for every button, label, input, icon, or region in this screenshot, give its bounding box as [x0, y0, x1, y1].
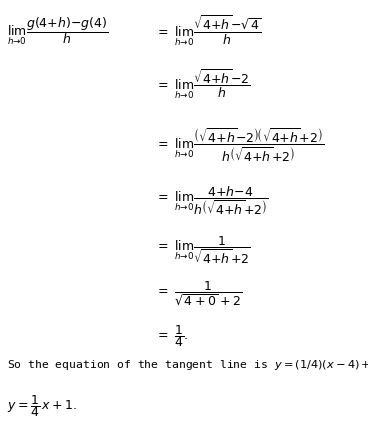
Text: $y=\dfrac{1}{4}\,x+1.$: $y=\dfrac{1}{4}\,x+1.$: [7, 393, 77, 419]
Text: $\lim_{h\to 0}\dfrac{g(4+h)-g(4)}{h}$: $\lim_{h\to 0}\dfrac{g(4+h)-g(4)}{h}$: [7, 15, 109, 47]
Text: $=\ \lim_{h\to 0}\dfrac{4+h-4}{h\left(\sqrt{4+h}+2\right)}$: $=\ \lim_{h\to 0}\dfrac{4+h-4}{h\left(\s…: [155, 184, 269, 217]
Text: $=\ \lim_{h\to 0}\dfrac{\sqrt{4+h}-2}{h}$: $=\ \lim_{h\to 0}\dfrac{\sqrt{4+h}-2}{h}…: [155, 68, 250, 101]
Text: So the equation of the tangent line is $y=(1/4)(x-4)+2$, or:: So the equation of the tangent line is $…: [7, 358, 368, 372]
Text: $=\ \dfrac{1}{4}.$: $=\ \dfrac{1}{4}.$: [155, 324, 188, 349]
Text: $=\ \lim_{h\to 0}\dfrac{\left(\sqrt{4+h}-2\right)\!\left(\sqrt{4+h}+2\right)}{h\: $=\ \lim_{h\to 0}\dfrac{\left(\sqrt{4+h}…: [155, 126, 324, 164]
Text: $=\ \lim_{h\to 0}\dfrac{\sqrt{4+h}-\sqrt{4}}{h}$: $=\ \lim_{h\to 0}\dfrac{\sqrt{4+h}-\sqrt…: [155, 13, 262, 48]
Text: $=\ \lim_{h\to 0}\dfrac{1}{\sqrt{4+h}+2}$: $=\ \lim_{h\to 0}\dfrac{1}{\sqrt{4+h}+2}…: [155, 235, 250, 266]
Text: $=\ \dfrac{1}{\sqrt{4+0}+2}$: $=\ \dfrac{1}{\sqrt{4+0}+2}$: [155, 280, 242, 308]
